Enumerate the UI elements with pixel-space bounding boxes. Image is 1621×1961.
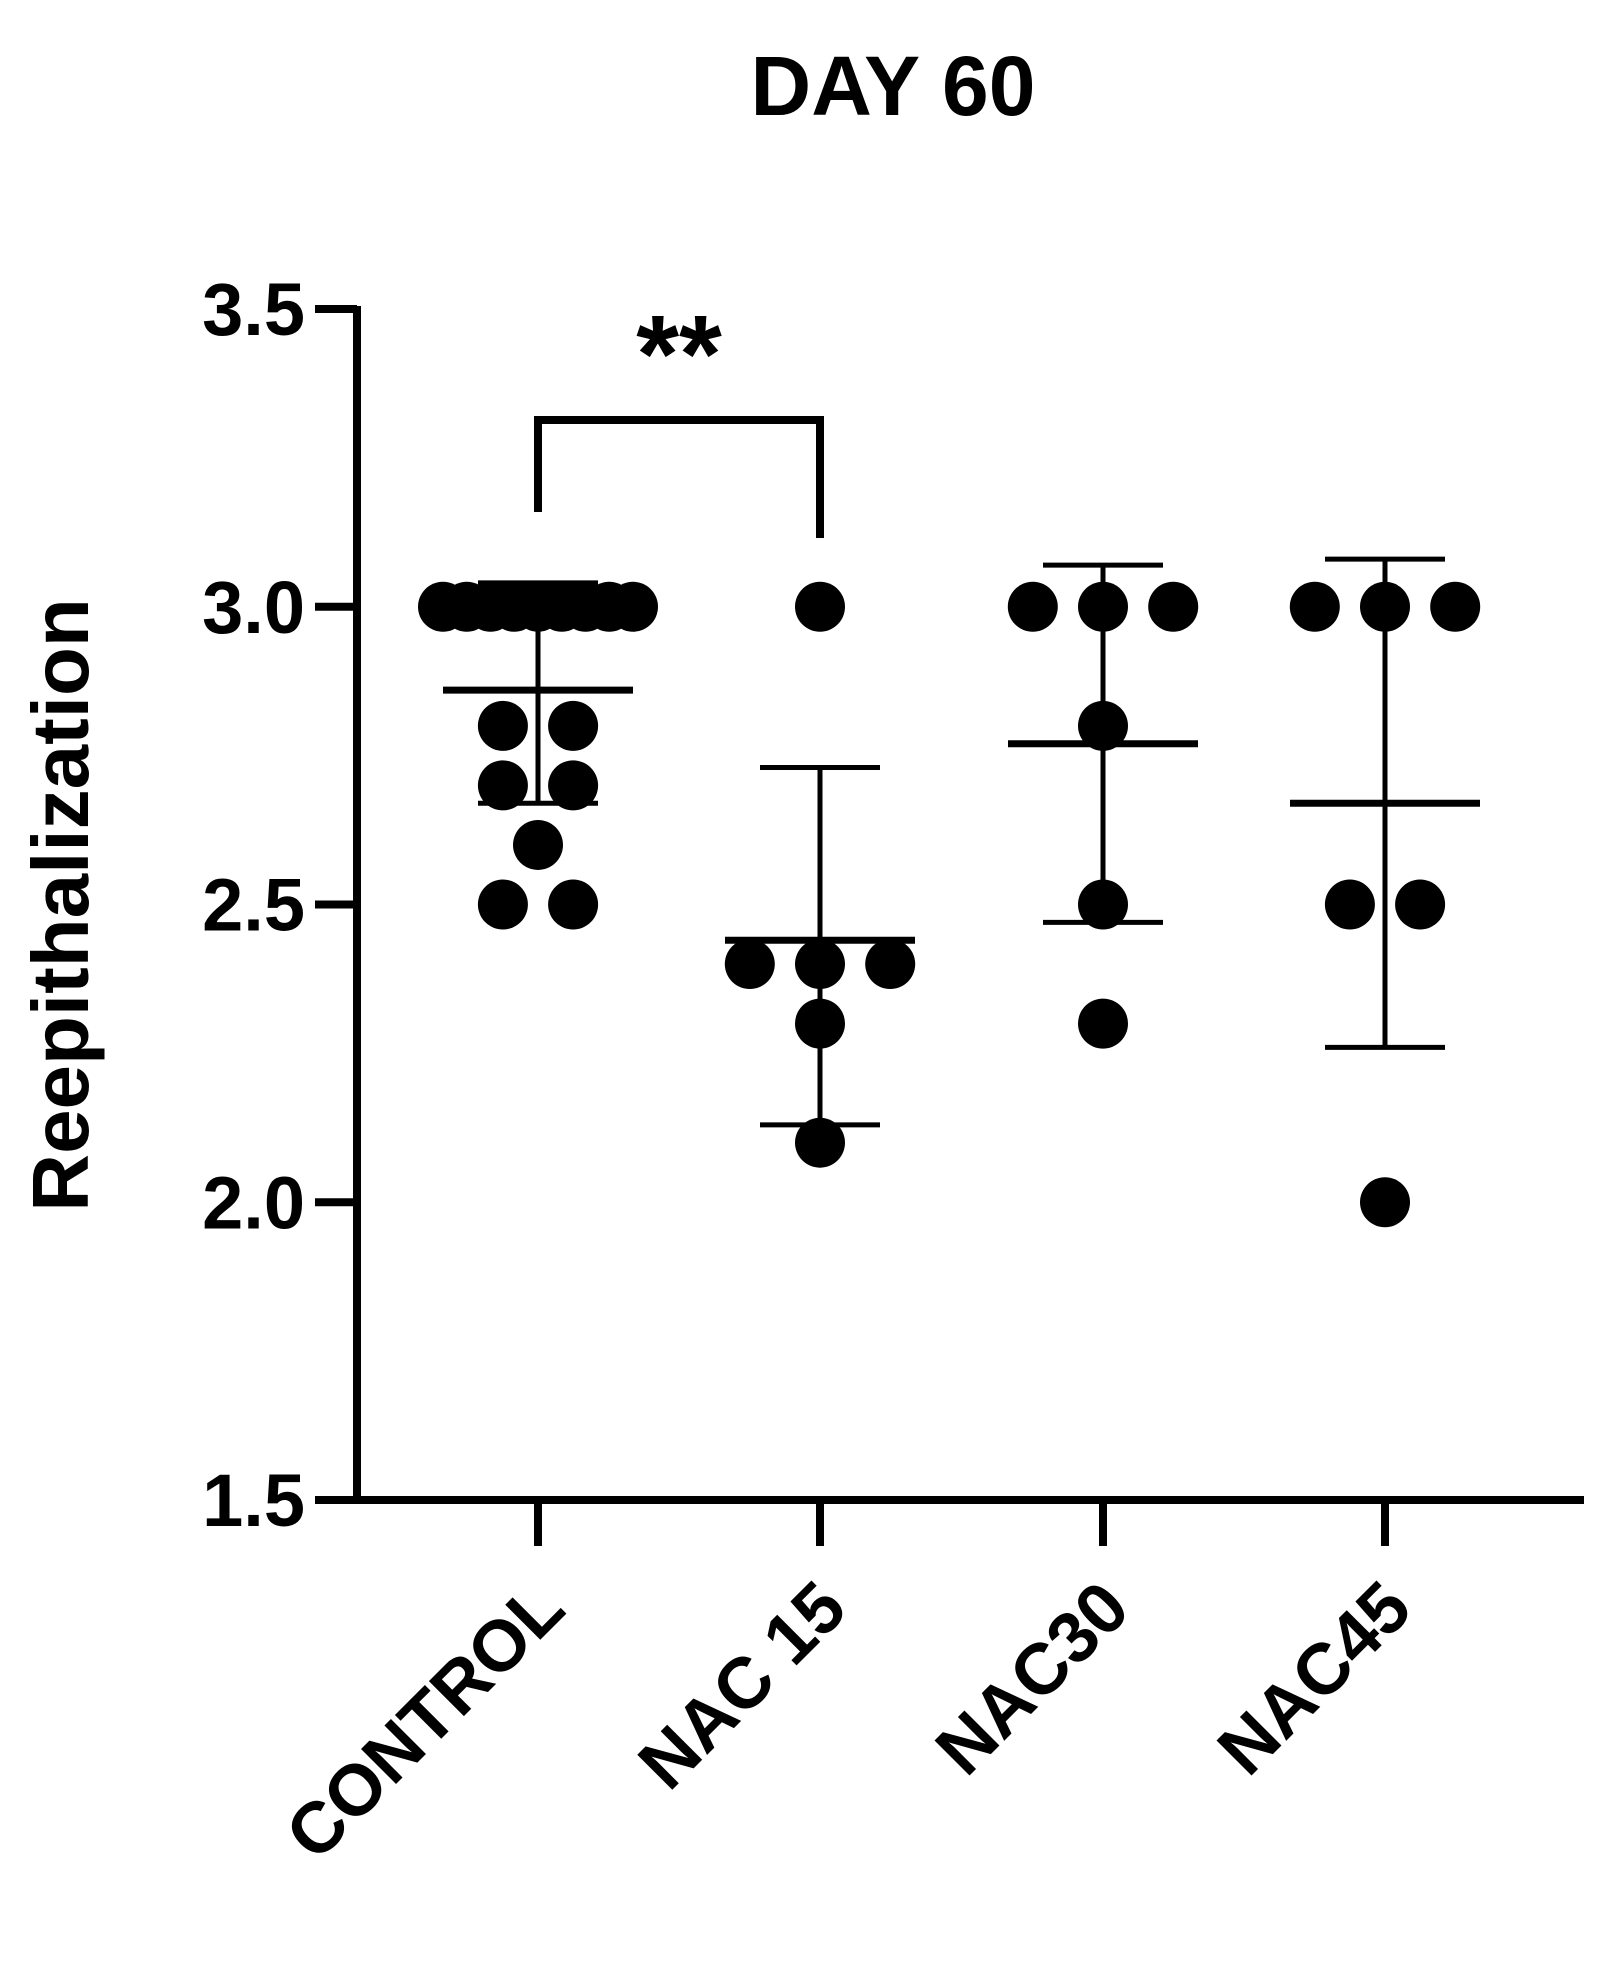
- data-groups: [418, 556, 1481, 1228]
- group: [418, 580, 658, 930]
- data-point: [1078, 581, 1128, 632]
- data-point: [1360, 1177, 1410, 1228]
- axes: 1.5 2.0 2.5 3.0 3.5 CONTROL NAC 15 NAC30 NAC45: [202, 268, 1584, 1875]
- data-point: [1289, 581, 1340, 632]
- data-point: [548, 760, 599, 811]
- x-tick-label: NAC30: [921, 1567, 1145, 1791]
- data-point: [608, 581, 658, 632]
- data-point: [1395, 879, 1446, 930]
- data-point: [1078, 998, 1128, 1049]
- x-tick-label: NAC45: [1203, 1567, 1427, 1791]
- data-point: [1430, 581, 1481, 632]
- data-point: [477, 760, 528, 811]
- data-point: [1148, 581, 1199, 632]
- significance-annotations: **: [534, 293, 824, 538]
- data-point: [795, 939, 845, 990]
- data-point: [477, 879, 528, 930]
- data-point: [795, 581, 845, 632]
- y-tick-label: 1.5: [202, 1459, 305, 1542]
- data-point: [1078, 879, 1128, 930]
- data-point: [795, 998, 845, 1049]
- data-point: [865, 939, 916, 990]
- data-point: [795, 1117, 845, 1168]
- x-tick-label: CONTROL: [271, 1567, 579, 1875]
- y-axis-label: Reepithalization: [16, 598, 105, 1211]
- data-point: [548, 879, 599, 930]
- data-point: [548, 700, 599, 751]
- chart-title: DAY 60: [751, 39, 1036, 133]
- group: [1007, 562, 1199, 1049]
- data-point: [477, 700, 528, 751]
- x-tick-label: NAC 15: [624, 1567, 862, 1805]
- data-point: [1324, 879, 1375, 930]
- significance-label: **: [636, 293, 722, 416]
- significance-bracket: [534, 416, 824, 538]
- y-tick-label: 3.0: [202, 566, 305, 649]
- data-point: [513, 819, 563, 870]
- data-point: [1078, 700, 1128, 751]
- data-point: [1007, 581, 1058, 632]
- group: [724, 581, 916, 1168]
- group: [1289, 556, 1481, 1228]
- data-point: [724, 939, 775, 990]
- y-tick-label: 2.5: [202, 864, 305, 947]
- data-point: [1360, 581, 1410, 632]
- y-tick-label: 2.0: [202, 1161, 305, 1244]
- y-tick-label: 3.5: [202, 268, 305, 351]
